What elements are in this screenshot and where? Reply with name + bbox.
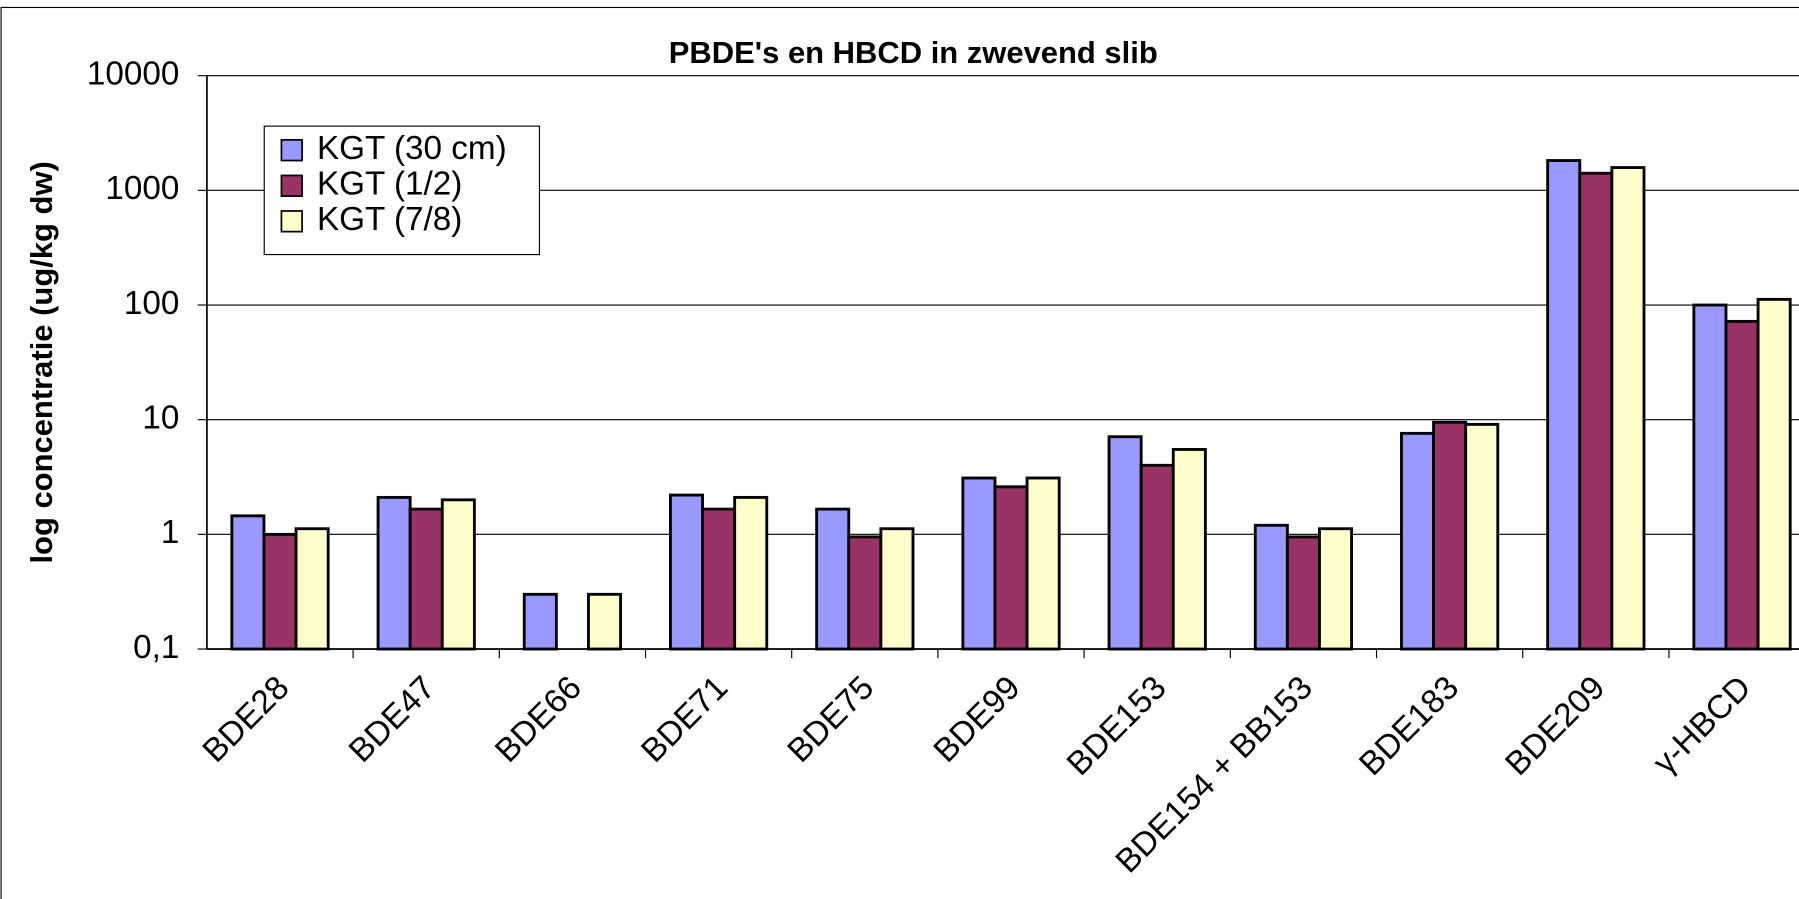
bar: [1171, 448, 1207, 651]
bar: [1756, 297, 1792, 651]
legend-swatch: [280, 210, 303, 233]
bar: [262, 532, 298, 651]
y-tick-label: 1000: [105, 170, 179, 207]
bar: [230, 514, 266, 651]
bar: [1253, 523, 1289, 651]
legend-swatch: [280, 174, 303, 197]
bar: [1285, 535, 1321, 651]
bar: [1107, 435, 1143, 651]
bar: [993, 485, 1029, 651]
bar: [815, 507, 851, 651]
bar: [1432, 420, 1468, 651]
legend-box: [263, 125, 541, 256]
y-tick-label: 100: [124, 285, 179, 322]
y-tick-label: 1: [161, 514, 180, 551]
bar: [1610, 166, 1646, 651]
legend-label: KGT (1/2): [317, 166, 462, 203]
bar: [733, 495, 769, 651]
bar: [522, 592, 558, 651]
bar: [1724, 319, 1760, 651]
bar: [1692, 303, 1728, 651]
bar: [294, 527, 330, 651]
legend-label: KGT (7/8): [317, 201, 462, 238]
y-tick-label: 0,1: [133, 629, 179, 666]
chart-title: PBDE's en HBCD in zwevend slib: [669, 35, 1158, 70]
bar: [1400, 431, 1436, 651]
bar: [961, 476, 997, 651]
bar: [669, 493, 704, 651]
legend-label: KGT (30 cm): [317, 130, 507, 167]
bar: [440, 498, 476, 651]
bar: [1464, 422, 1500, 651]
y-tick-label: 10: [142, 399, 179, 436]
y-axis-label: log concentratie (ug/kg dw): [24, 161, 59, 563]
bar: [1025, 476, 1061, 651]
bar: [1139, 463, 1175, 651]
legend-swatch: [280, 139, 303, 162]
bar: [376, 495, 412, 651]
bar: [1318, 527, 1354, 651]
bar: [587, 592, 623, 651]
bar: [847, 535, 883, 651]
bar: [1546, 159, 1582, 651]
bar: [879, 527, 915, 651]
bar: [1578, 171, 1614, 651]
bar: [701, 507, 737, 651]
bar: [408, 507, 444, 651]
y-tick-label: 10000: [87, 55, 179, 92]
